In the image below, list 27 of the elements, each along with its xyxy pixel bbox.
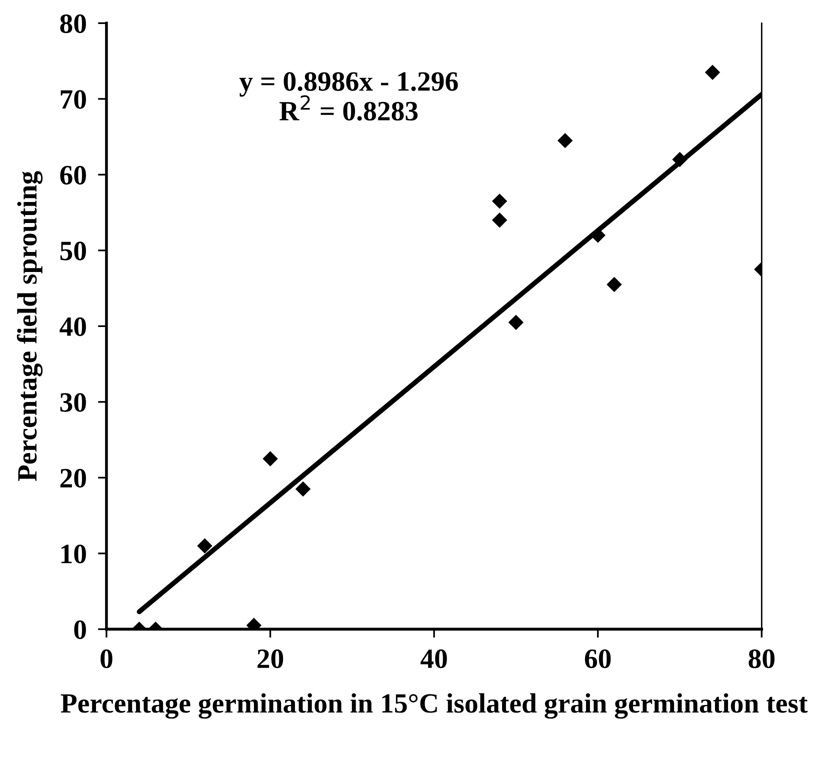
y-tick-label: 40 bbox=[60, 317, 86, 336]
y-tick-label: 0 bbox=[74, 620, 86, 640]
y-tick-label: 30 bbox=[60, 393, 86, 412]
y-tick-label: 50 bbox=[60, 242, 86, 260]
point bbox=[508, 314, 524, 330]
y-tick-label: 20 bbox=[60, 468, 86, 488]
point bbox=[558, 132, 573, 148]
y-tick-label: 60 bbox=[60, 166, 86, 185]
x-axis-title: Percentage germination in 15°C isolated grain germination test bbox=[60, 693, 808, 719]
x-tick-label: 20 bbox=[258, 649, 284, 668]
y-tick-label: 70 bbox=[60, 90, 86, 109]
y-tick-label: 10 bbox=[61, 544, 86, 564]
point bbox=[492, 212, 508, 228]
point bbox=[672, 152, 688, 168]
y-axis-title: Percentage field sprouting bbox=[16, 171, 43, 482]
point bbox=[704, 64, 720, 80]
point bbox=[197, 538, 212, 554]
x-tick-label: 80 bbox=[748, 649, 774, 668]
point bbox=[295, 481, 311, 497]
annotation: y = 0.8986x - 1.296 R$^{2}$ = 0.8283 bbox=[239, 72, 458, 121]
point bbox=[262, 451, 278, 466]
y-tick-label: 80 bbox=[60, 14, 86, 34]
point bbox=[606, 276, 622, 292]
point bbox=[492, 194, 508, 209]
x-tick-label: 60 bbox=[584, 649, 611, 668]
x-tick-label: 0 bbox=[100, 649, 112, 668]
x-tick-label: 40 bbox=[420, 649, 447, 668]
